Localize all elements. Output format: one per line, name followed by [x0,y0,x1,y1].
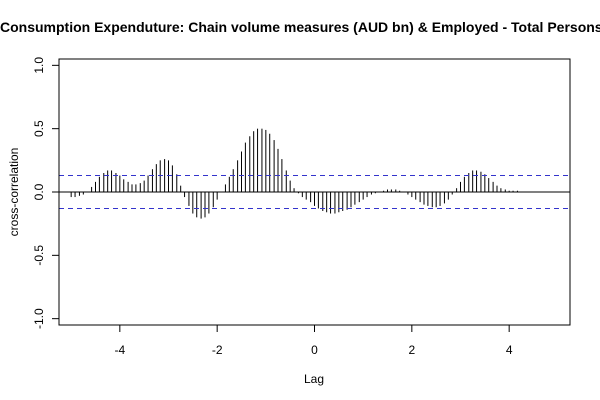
x-tick-label: -2 [212,343,223,357]
y-tick-label: 0.5 [32,120,46,137]
x-axis: -4 -2 0 2 4 [114,324,513,357]
x-tick-label: -4 [114,343,125,357]
plot-area [58,58,571,326]
x-tick-label: 2 [408,343,415,357]
y-tick-label: 0.0 [32,183,46,200]
bars-group [70,128,518,219]
y-tick-label: 1.0 [32,57,46,74]
y-tick-label: -1.0 [32,308,46,329]
y-tick-label: -0.5 [32,245,46,266]
y-axis: -1.0 -0.5 0.0 0.5 1.0 [32,57,60,329]
x-tick-label: 0 [311,343,318,357]
x-tick-label: 4 [506,343,513,357]
chart-title: Consumption Expenduture: Chain volume me… [0,19,600,35]
x-axis-label: Lag [304,372,324,386]
y-axis-label: cross-correlation [7,148,21,237]
